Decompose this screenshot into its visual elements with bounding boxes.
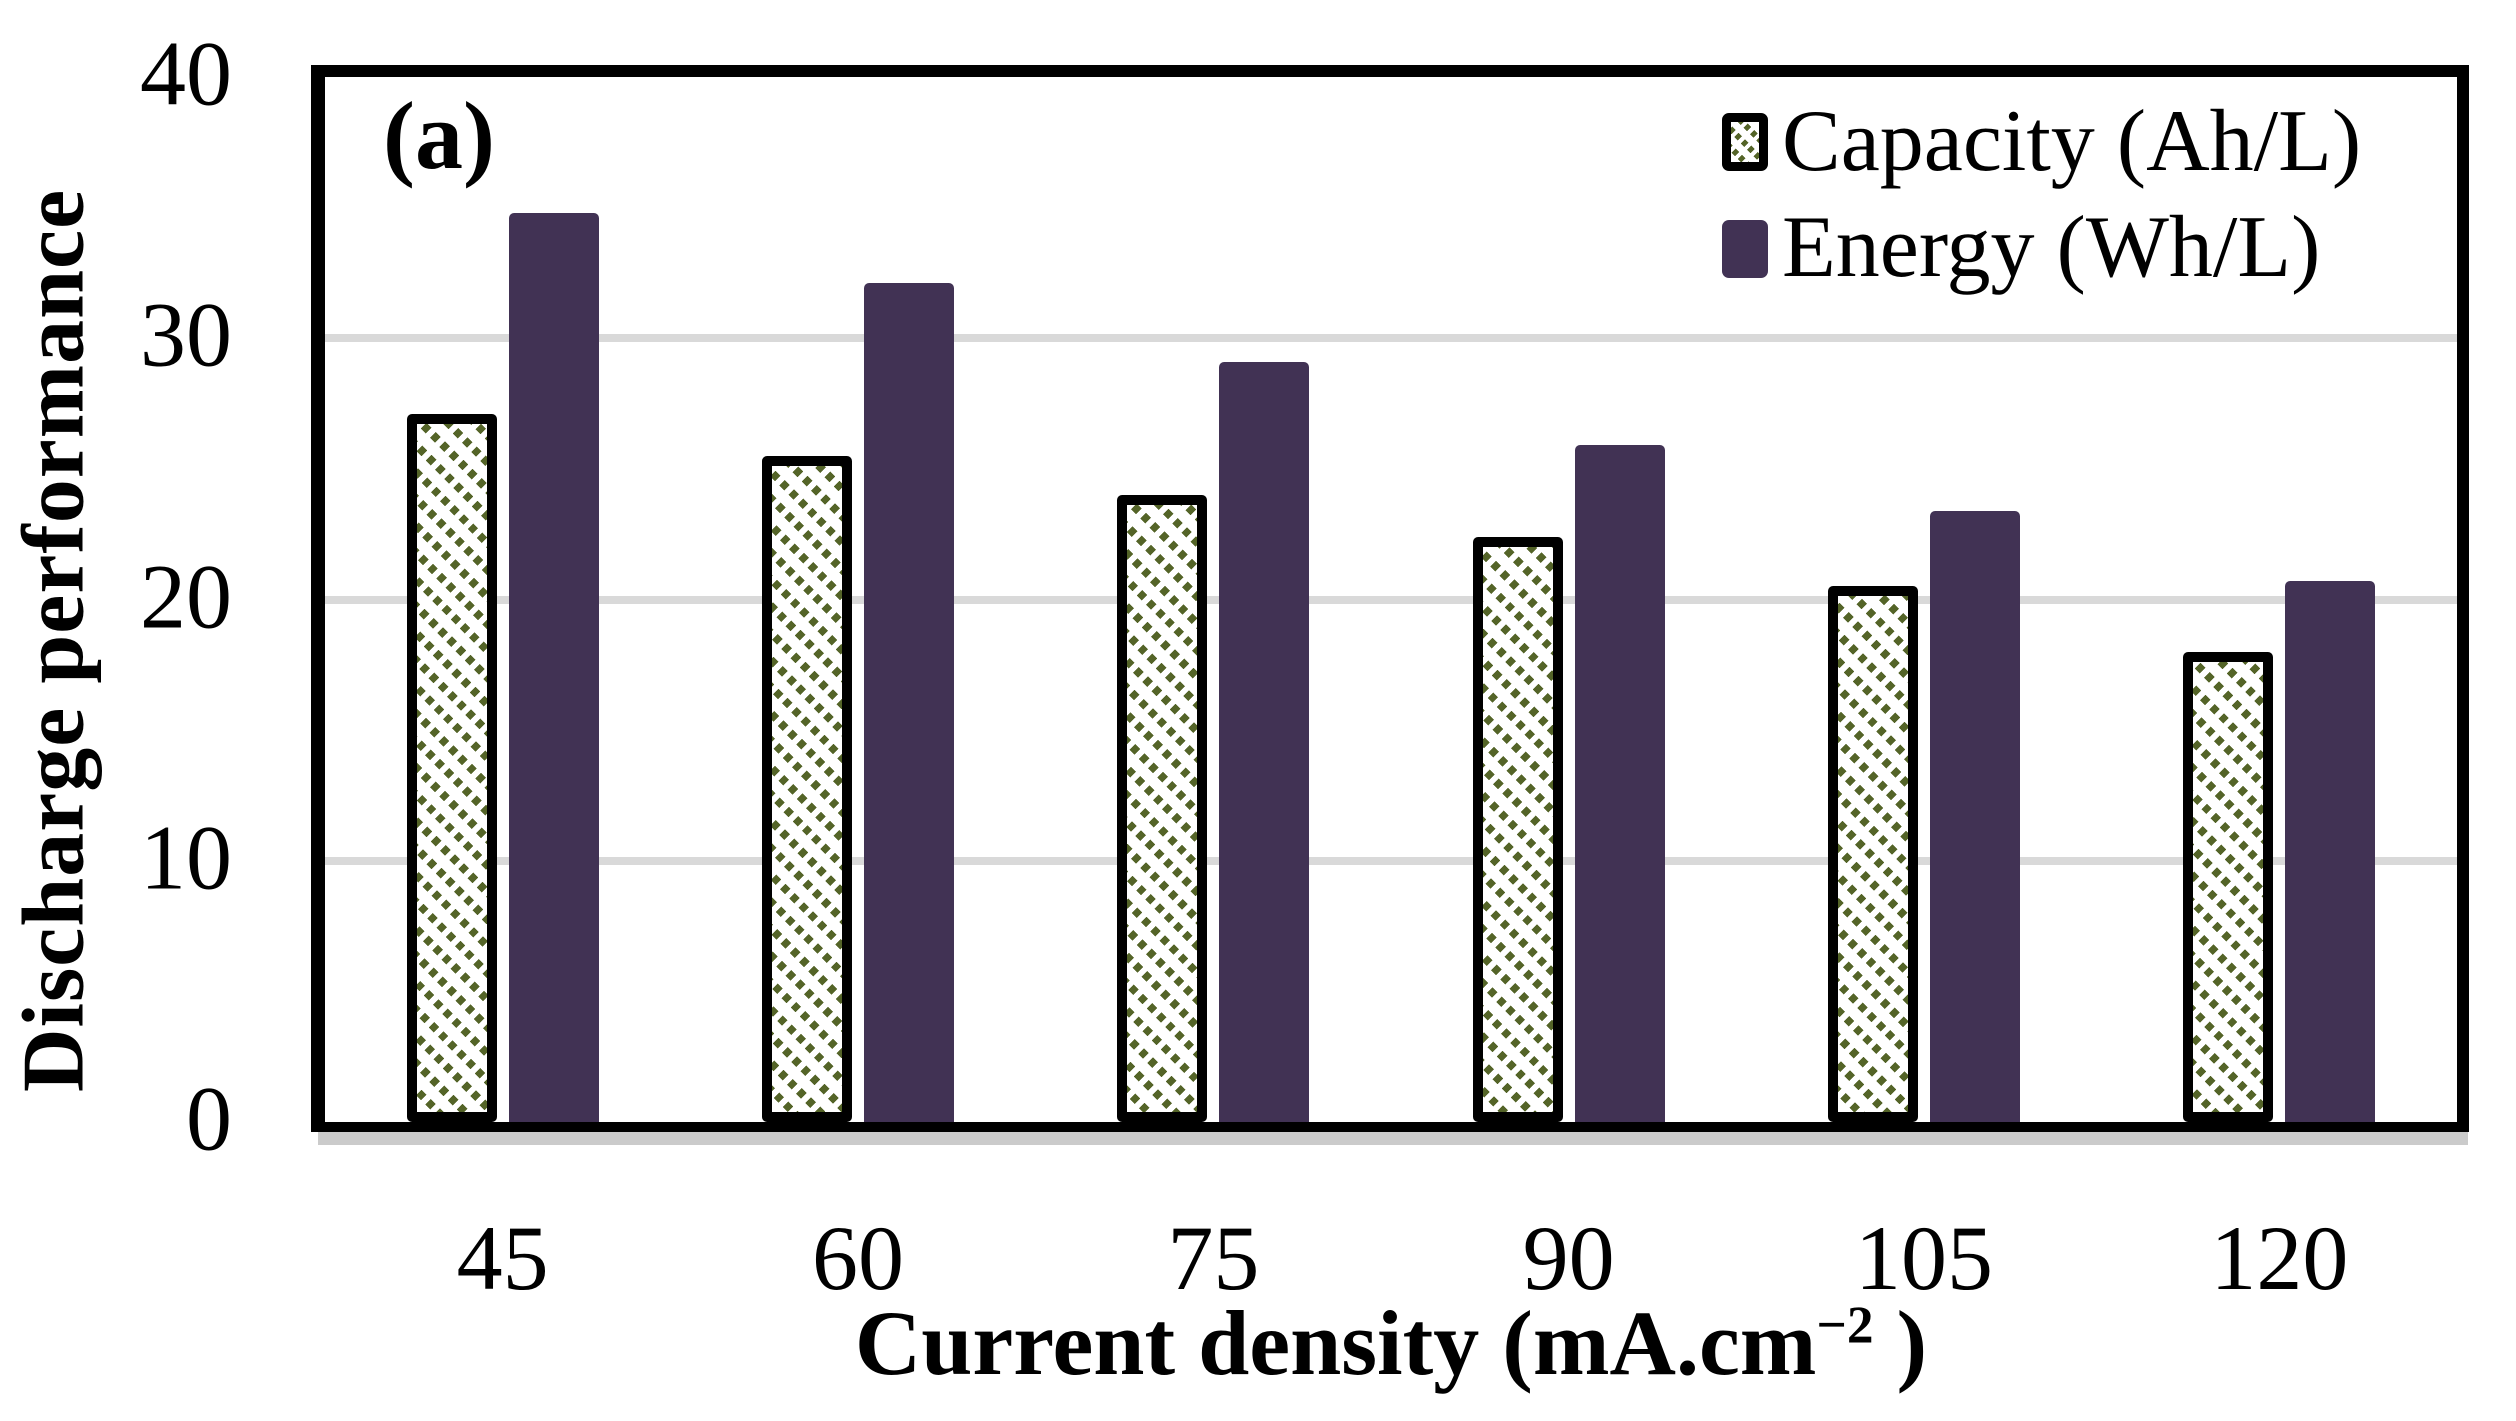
x-tick-label-75: 75 bbox=[1167, 1207, 1260, 1309]
bar-energy-60 bbox=[864, 283, 954, 1122]
x-tick-label-45: 45 bbox=[456, 1207, 549, 1309]
gridline-10 bbox=[325, 856, 2457, 865]
gridline-30 bbox=[325, 334, 2457, 343]
y-axis-title: Discharge performance bbox=[5, 188, 103, 1092]
bar-energy-75 bbox=[1219, 361, 1310, 1122]
x-axis-shadow-line bbox=[318, 1132, 2468, 1145]
legend-item-capacity: Capacity (Ah/L) bbox=[1722, 93, 2362, 190]
bar-capacity-120 bbox=[2183, 651, 2274, 1122]
x-axis-title-superscript: −2 bbox=[1816, 1294, 1874, 1355]
capacity-swatch-icon bbox=[1722, 113, 1768, 172]
plot-frame bbox=[311, 65, 2469, 1132]
panel-label: (a) bbox=[383, 82, 495, 189]
y-tick-label-10: 10 bbox=[140, 806, 232, 909]
legend-label: Energy (Wh/L) bbox=[1782, 199, 2321, 297]
legend: Capacity (Ah/L) Energy (Wh/L) bbox=[1722, 93, 2362, 297]
x-tick-label-120: 120 bbox=[2210, 1207, 2349, 1309]
x-tick-label-90: 90 bbox=[1522, 1207, 1615, 1309]
bar-energy-120 bbox=[2285, 581, 2376, 1122]
y-tick-label-40: 40 bbox=[140, 22, 232, 125]
x-axis-title: Current density (mA.cm−2 ) bbox=[854, 1292, 1928, 1394]
gridline-20 bbox=[325, 595, 2457, 604]
y-tick-label-0: 0 bbox=[186, 1067, 232, 1170]
legend-label: Capacity (Ah/L) bbox=[1782, 93, 2362, 190]
legend-item-energy: Energy (Wh/L) bbox=[1722, 199, 2361, 297]
bar-energy-45 bbox=[508, 212, 599, 1122]
x-tick-label-105: 105 bbox=[1855, 1207, 1993, 1309]
plot-area bbox=[325, 77, 2457, 1122]
bar-capacity-75 bbox=[1117, 495, 1208, 1122]
bar-capacity-90 bbox=[1472, 536, 1563, 1122]
bar-energy-105 bbox=[1930, 510, 2020, 1122]
bar-energy-90 bbox=[1574, 445, 1665, 1122]
energy-swatch-icon bbox=[1722, 219, 1768, 278]
y-tick-label-20: 20 bbox=[140, 544, 232, 647]
y-tick-label-30: 30 bbox=[140, 283, 232, 386]
bar-capacity-45 bbox=[406, 414, 497, 1122]
bar-capacity-105 bbox=[1828, 586, 1918, 1122]
x-tick-label-60: 60 bbox=[812, 1207, 904, 1309]
bar-capacity-60 bbox=[762, 455, 852, 1122]
